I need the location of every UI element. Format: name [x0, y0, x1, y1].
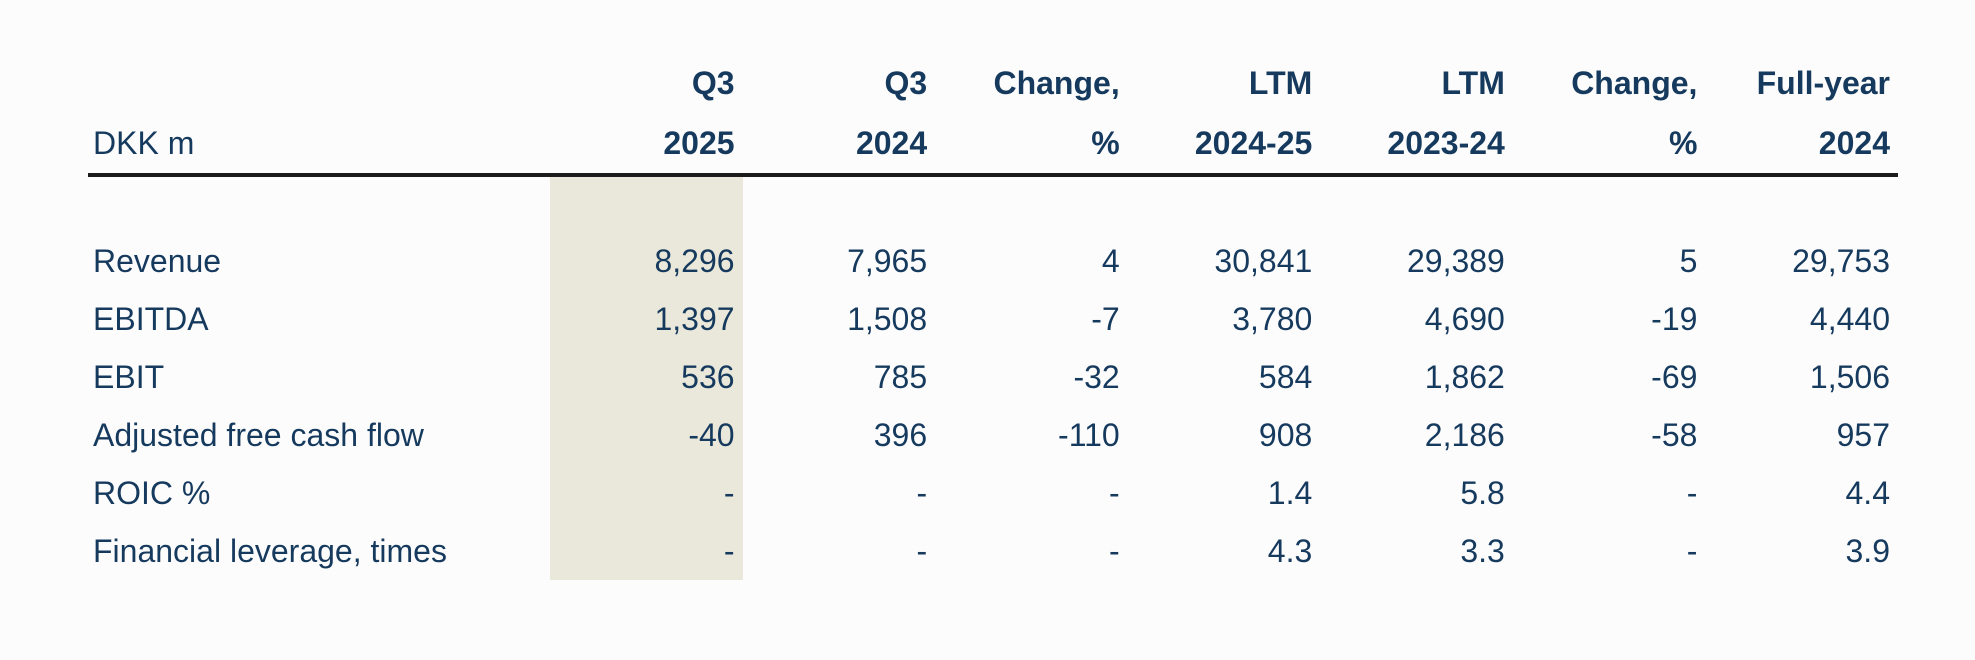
cell: - [916, 533, 928, 569]
cell: -58 [1651, 417, 1698, 453]
column-header-change-ltm: Change, % [1571, 65, 1698, 161]
cell: - [916, 475, 928, 511]
column-header-ltm-2023-24: LTM 2023-24 [1387, 65, 1505, 161]
key-figures-table: DKK m Q3 2025 Q3 2024 Change, % LTM 2024… [88, 53, 1898, 580]
unit-label-text: DKK m [93, 125, 195, 161]
cell: -19 [1651, 301, 1698, 337]
cell: - [1109, 475, 1120, 511]
row-label: Adjusted free cash flow [93, 417, 424, 453]
row-label: EBIT [93, 359, 165, 395]
cell: 3.9 [1845, 533, 1890, 569]
cell: 4,440 [1809, 301, 1890, 337]
cell: 1,397 [550, 290, 743, 348]
row-label: Financial leverage, times [93, 533, 447, 569]
cell: 536 [550, 348, 743, 406]
cell: - [1686, 475, 1698, 511]
column-header-q3-2025: Q3 2025 [663, 65, 735, 161]
row-roic: ROIC % - - - 1.4 5.8 - 4.4 [88, 464, 1898, 522]
column-header-q3-2024: Q3 2024 [855, 65, 928, 161]
cell: -110 [1058, 417, 1120, 453]
cell: 785 [873, 359, 928, 395]
cell: 4.4 [1845, 475, 1890, 511]
cell: - [1686, 533, 1698, 569]
cell: 908 [1258, 417, 1313, 453]
header-divider-rule [88, 173, 1898, 177]
cell: 29,753 [1792, 243, 1890, 279]
row-ebit: EBIT 536 785 -32 584 1,862 -69 1,506 [88, 348, 1898, 406]
unit-label: DKK m [88, 53, 550, 173]
cell: 8,296 [550, 232, 743, 290]
column-header-full-year-2024: Full-year 2024 [1756, 65, 1890, 161]
cell: 7,965 [847, 243, 928, 279]
row-label: Revenue [93, 243, 222, 279]
cell: - [1109, 533, 1120, 569]
cell: 1.4 [1267, 475, 1313, 511]
table-header-row: DKK m Q3 2025 Q3 2024 Change, % LTM 2024… [88, 53, 1898, 173]
column-header-ltm-2024-25: LTM 2024-25 [1194, 65, 1313, 161]
column-header-change-q3: Change, % [993, 65, 1120, 161]
cell: 957 [1836, 417, 1890, 453]
cell: 584 [1258, 359, 1313, 395]
row-label: EBITDA [93, 301, 209, 337]
cell: 5 [1679, 243, 1698, 279]
cell: 1,506 [1809, 359, 1890, 395]
row-revenue: Revenue 8,296 7,965 4 30,841 29,389 5 29… [88, 232, 1898, 290]
row-ebitda: EBITDA 1,397 1,508 -7 3,780 4,690 -19 4,… [88, 290, 1898, 348]
cell: -7 [1091, 301, 1120, 337]
cell: 3.3 [1460, 533, 1505, 569]
cell: 2,186 [1424, 417, 1505, 453]
row-financial-leverage: Financial leverage, times - - - 4.3 3.3 … [88, 522, 1898, 580]
cell: -32 [1073, 359, 1120, 395]
row-label: ROIC % [93, 475, 211, 511]
cell: 3,780 [1232, 301, 1313, 337]
cell: -69 [1651, 359, 1698, 395]
cell: 4 [1101, 243, 1120, 279]
cell: 4.3 [1267, 533, 1313, 569]
row-adjusted-free-cash-flow: Adjusted free cash flow -40 396 -110 908… [88, 406, 1898, 464]
cell: 29,389 [1406, 243, 1505, 279]
cell: -40 [550, 406, 743, 464]
highlight-column-band [550, 177, 743, 232]
spacer-row [88, 177, 1898, 232]
cell: 5.8 [1460, 475, 1505, 511]
cell: 30,841 [1214, 243, 1313, 279]
cell: - [550, 464, 743, 522]
cell: 4,690 [1424, 301, 1505, 337]
cell: 1,862 [1424, 359, 1505, 395]
cell: 1,508 [847, 301, 928, 337]
cell: - [550, 522, 743, 580]
cell: 396 [873, 417, 928, 453]
